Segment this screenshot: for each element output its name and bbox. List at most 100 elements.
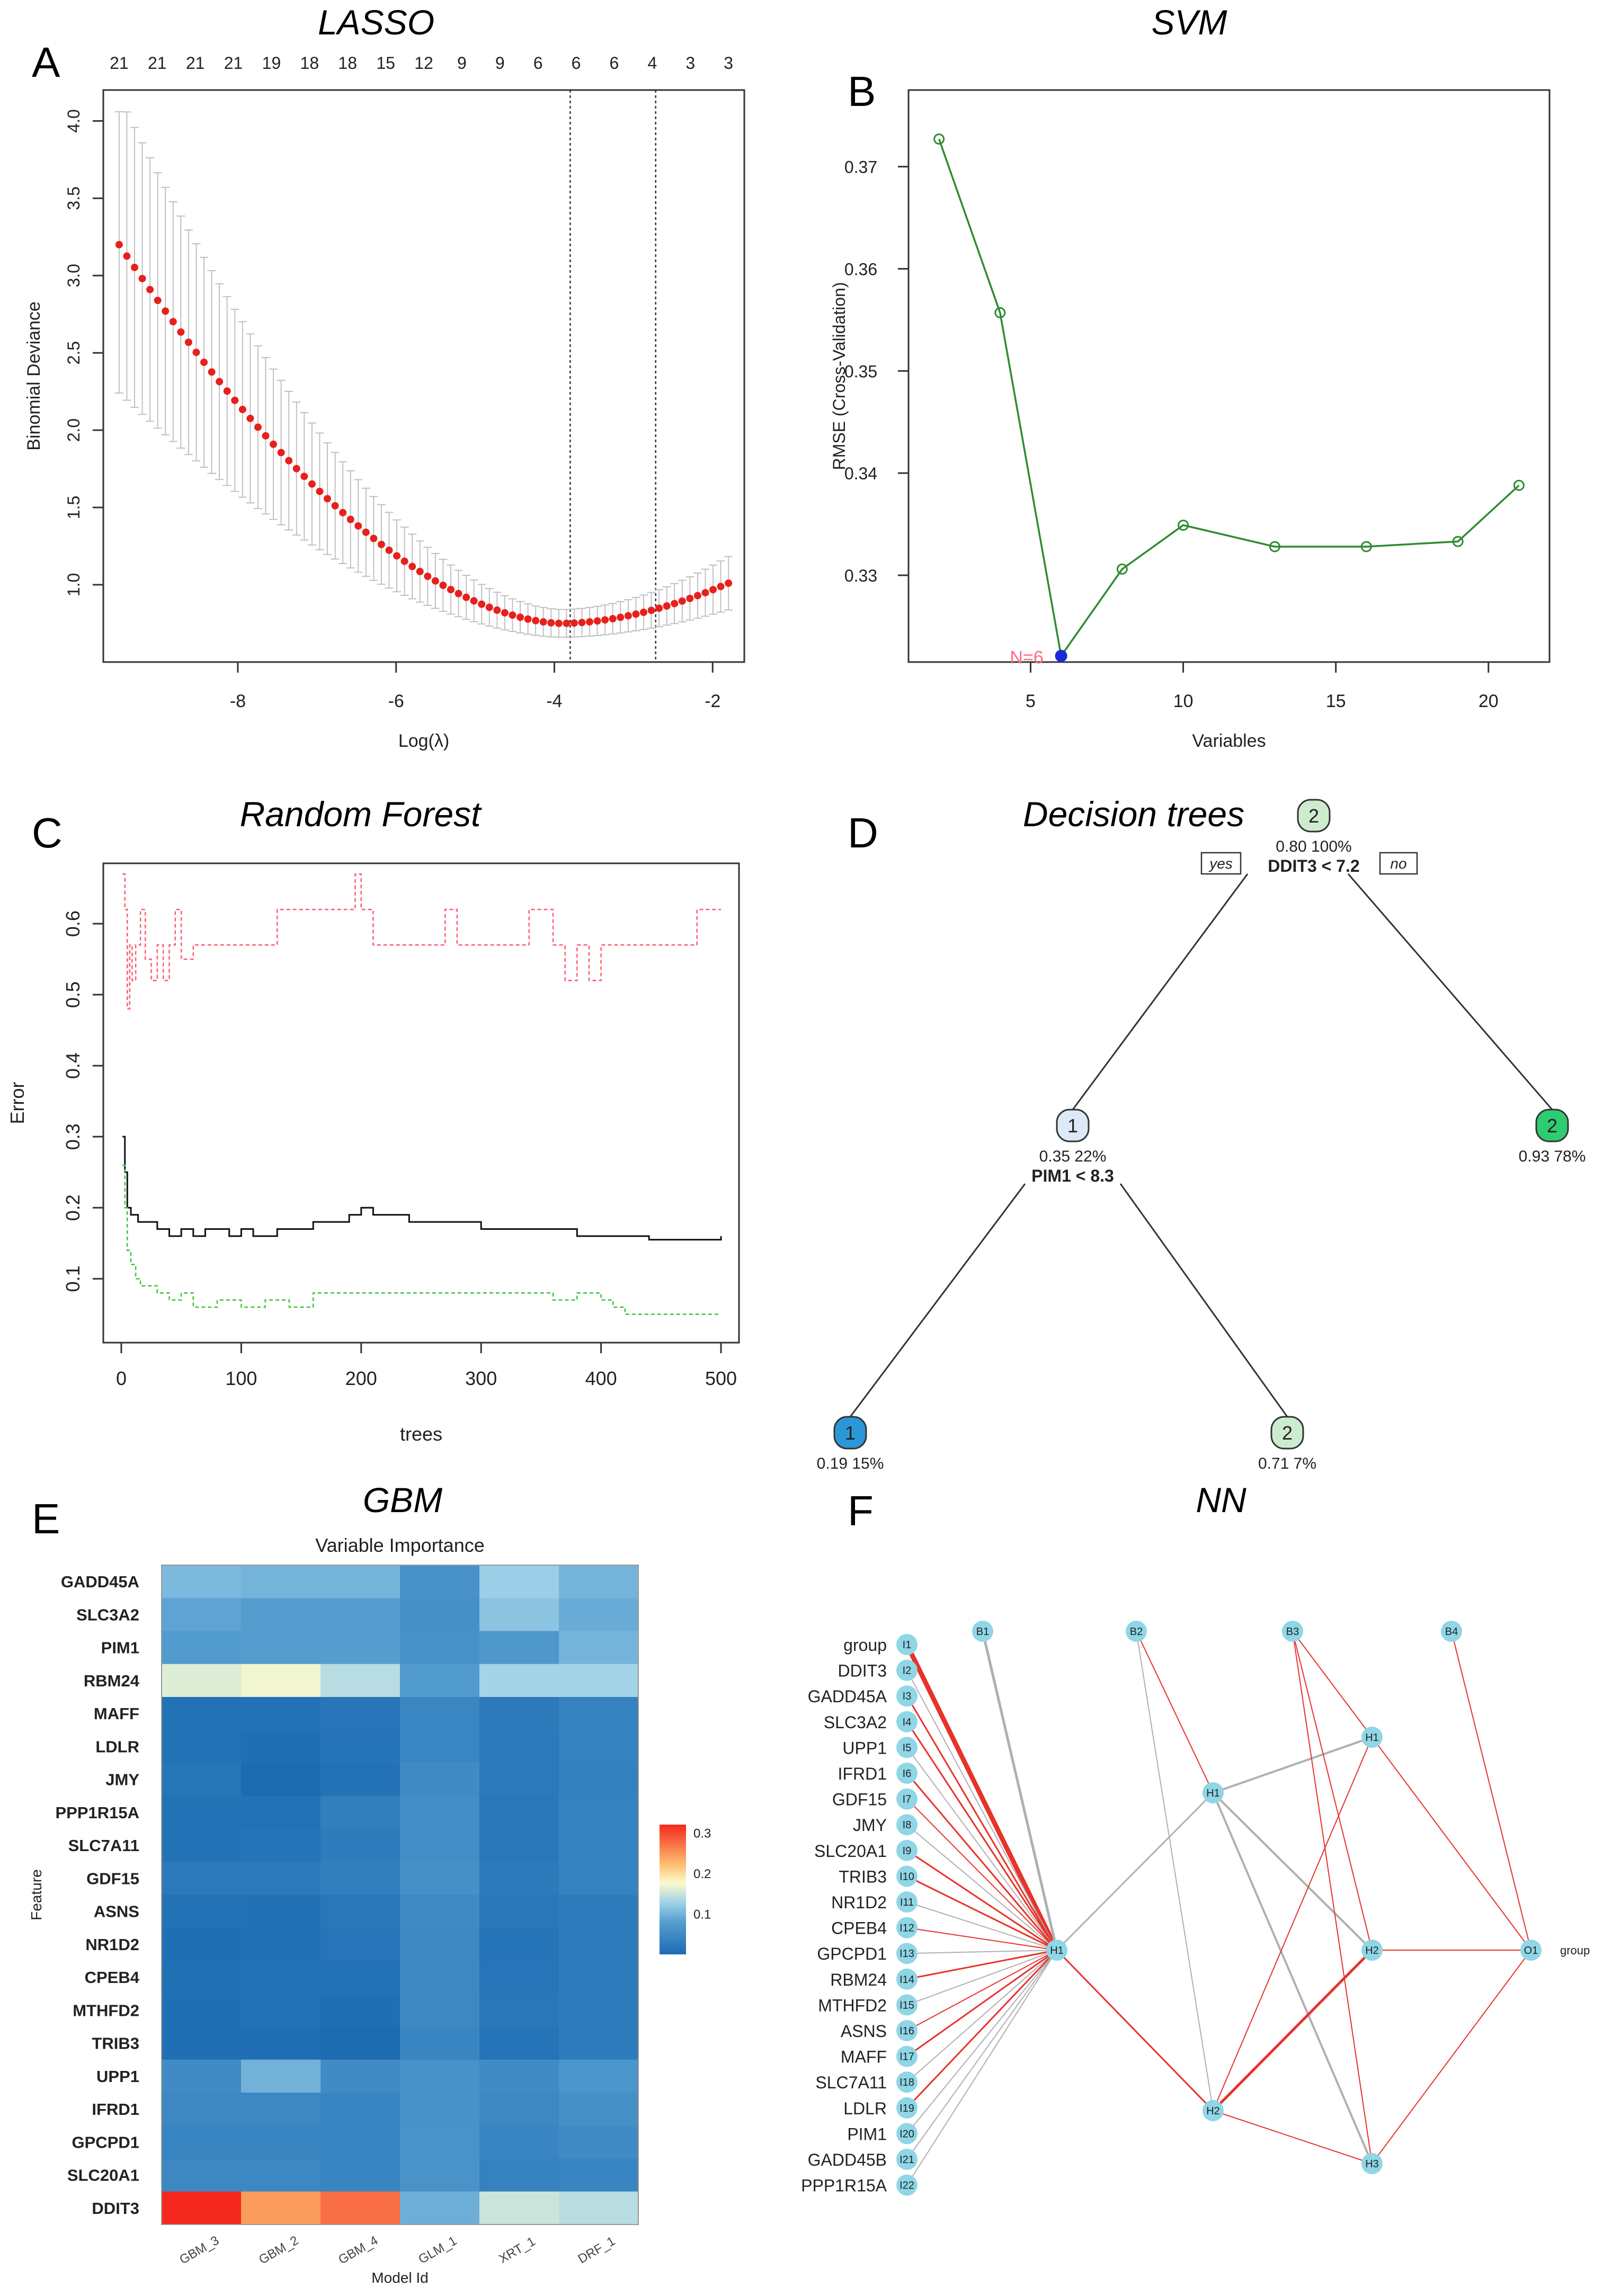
nn-edge-bias [1451,1631,1531,1951]
top-axis-label: 21 [148,53,167,73]
heatmap-cell [400,1664,480,1698]
y-tick-label: 0.35 [844,362,877,381]
heatmap-cell [320,1927,400,1961]
heatmap-cell [400,1598,480,1632]
panel-title-a: LASSO [318,3,434,42]
nn-output-node [1520,1940,1542,1961]
rmse-point [1178,520,1189,531]
heatmap-cell [400,1961,480,1994]
heatmap-cell [241,1565,321,1598]
heatmap-cell [400,2059,480,2093]
deviance-point [624,612,632,620]
panel-title-e: GBM [363,1480,442,1520]
row-label: SLC7A11 [68,1836,139,1855]
x-tick-label: 400 [585,1368,617,1389]
deviance-point [385,546,393,554]
nn-input-node-label: I10 [900,1871,914,1882]
heatmap-cell [479,2059,559,2093]
row-label: MAFF [94,1704,139,1723]
y-tick-label: 3.0 [64,264,83,287]
deviance-point [200,359,208,367]
nn-input-node [896,1968,918,1990]
heatmap-cell [479,1730,559,1764]
top-axis-label: 15 [376,53,395,73]
heatmap-cell [320,1795,400,1829]
heatmap-cell [559,1994,639,2027]
deviance-point [316,487,324,495]
heatmap-cell [559,1895,639,1928]
nn-input-node-label: I2 [903,1665,912,1677]
error-series-class1 [122,873,722,1010]
deviance-point [231,396,239,404]
deviance-point [400,557,408,565]
deviance-point [501,609,509,617]
heatmap-cell [479,1697,559,1730]
nn-input-label: GDF15 [832,1790,887,1809]
y-tick-label: 1.5 [64,496,83,519]
heatmap-cell [320,2026,400,2060]
no-label: no [1390,855,1406,872]
deviance-point [323,495,331,503]
heatmap-cell [162,1730,242,1764]
deviance-point [686,594,694,602]
rmse-point [994,307,1006,318]
nn-bias-node-label: B3 [1286,1626,1299,1638]
x-tick-label: 0 [116,1368,127,1389]
rmse-point [1360,541,1372,552]
heatmap-cell [241,1927,321,1961]
heatmap-cell [320,1730,400,1764]
nn-input-label: SLC7A11 [815,2073,887,2092]
nn-edge-input [906,1695,1058,1951]
y-tick-label: 0.37 [844,158,877,177]
heatmap-cell [162,2093,242,2126]
heatmap-cell [162,2125,242,2159]
tree-node-stats: 0.71 7% [1258,1455,1316,1472]
heatmap-cell [559,1795,639,1829]
tree-node-split: DDIT3 < 7.2 [1268,856,1359,875]
deviance-point [639,609,647,617]
tree-node-stats: 0.80 100% [1276,838,1351,855]
top-axis-label: 3 [724,53,733,73]
deviance-point [270,440,278,448]
y-axis-label: Binomial Deviance [24,301,44,451]
heatmap-cell [162,2158,242,2192]
row-label: ASNS [94,1902,139,1921]
rmse-line [938,138,1520,658]
heatmap-cell [162,1994,242,2027]
nn-input-node [896,1711,918,1732]
deviance-point [246,414,254,422]
top-axis-label: 6 [572,53,581,73]
tree-edge [1119,1183,1288,1417]
y-axis-label: Error [6,1082,28,1124]
nn-input-node-label: I11 [900,1897,914,1908]
nn-bias-node-label: B2 [1130,1626,1143,1638]
nn-input-node-label: I20 [900,2128,914,2140]
heatmap-cell [320,1565,400,1598]
nn-input-node-label: I6 [903,1768,912,1780]
heatmap-cell [241,2125,321,2159]
row-label: GADD45A [61,1573,139,1591]
deviance-point [632,610,640,618]
y-tick-label: 0.1 [62,1265,84,1292]
heatmap-cell [241,1961,321,1994]
heatmap-cell [400,2191,480,2225]
nn-input-label: IFRD1 [838,1764,887,1783]
heatmap-cell [479,2026,559,2060]
tree-node-box [1270,1416,1304,1450]
nn-input-node [896,1659,918,1681]
y-tick-label: 3.5 [64,186,83,210]
y-tick-label: 0.2 [62,1194,84,1221]
heatmap-cell [162,1664,242,1698]
nn-edge-input [906,1950,1057,1954]
heatmap-cell [479,2093,559,2126]
nn-input-node [896,2045,918,2067]
nn-input-label: RBM24 [830,1970,887,1989]
nn-input-node-label: I18 [900,2077,914,2088]
nn-edge-input [906,1949,1058,2109]
nn-hidden3-node-label: H1 [1365,1732,1379,1744]
heatmap-cell [400,1697,480,1730]
heatmap-cell [241,1763,321,1797]
x-tick-label: 100 [225,1368,257,1389]
nn-input-node-label: I4 [903,1717,912,1728]
x-tick-label: 200 [345,1368,377,1389]
